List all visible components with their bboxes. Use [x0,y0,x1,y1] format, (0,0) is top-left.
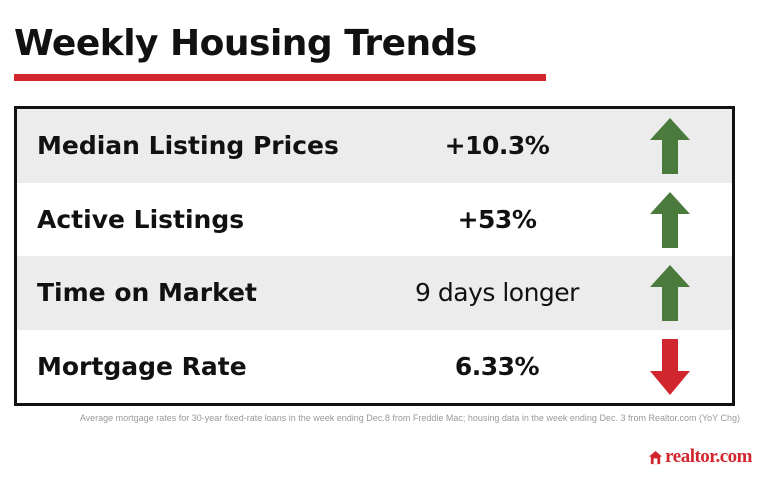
row-value: 9 days longer [415,278,579,308]
table-row: Mortgage Rate 6.33% [17,330,732,404]
page-title: Weekly Housing Trends [14,23,477,64]
table-row: Median Listing Prices +10.3% [17,109,732,183]
row-value: 6.33% [454,351,540,381]
row-label: Median Listing Prices [37,131,339,161]
arrow-up-icon [650,191,690,248]
row-label: Active Listings [37,204,245,234]
row-label: Mortgage Rate [37,351,247,381]
arrow-up-icon [650,118,690,174]
table-row: Active Listings +53% [17,183,732,257]
row-value: +10.3% [444,131,550,161]
row-label: Time on Market [37,278,257,308]
trends-table: Median Listing Prices +10.3% Active List… [14,106,735,406]
arrow-down-icon [650,338,690,395]
row-value: +53% [457,204,537,234]
brand-logo: realtor.com [648,446,752,468]
footnote: Average mortgage rates for 30-year fixed… [79,413,740,423]
brand-name: realtor.com [665,446,752,467]
house-icon [649,450,663,464]
title-underline [14,74,546,81]
arrow-up-icon [650,265,690,321]
table-row: Time on Market 9 days longer [17,256,732,330]
